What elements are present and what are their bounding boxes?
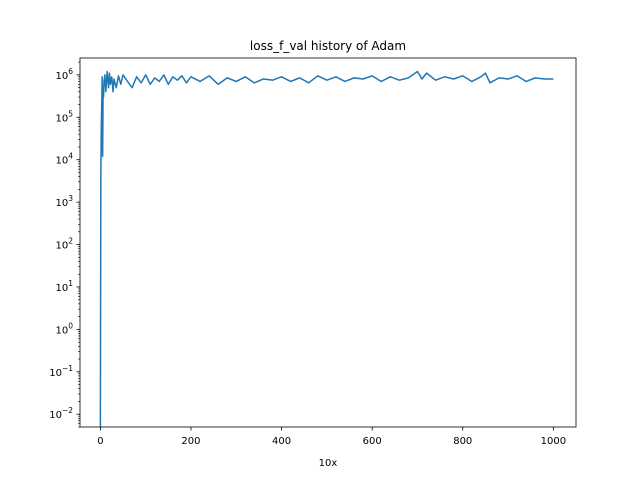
x-tick-label-4: 800 xyxy=(453,436,472,447)
series-line-0 xyxy=(99,70,554,428)
y-tick-label-4: 102 xyxy=(55,237,73,252)
y-tick-label-8: 106 xyxy=(55,67,73,82)
y-tick-label-3: 101 xyxy=(55,279,73,294)
y-tick-label-7: 105 xyxy=(55,109,73,124)
x-tick-label-0: 0 xyxy=(97,436,103,447)
y-tick-label-6: 104 xyxy=(55,152,73,167)
x-tick-label-3: 600 xyxy=(363,436,382,447)
chart-title: loss_f_val history of Adam xyxy=(250,39,406,53)
y-tick-label-2: 100 xyxy=(55,321,73,336)
axes-frame xyxy=(79,57,577,428)
x-tick-label-5: 1000 xyxy=(541,436,566,447)
x-tick-label-2: 400 xyxy=(272,436,291,447)
y-tick-label-5: 103 xyxy=(55,194,73,209)
plot-area xyxy=(99,70,554,428)
x-axis: 0 200 400 600 800 1000 xyxy=(97,427,566,447)
y-tick-label-0: 10−2 xyxy=(49,406,73,421)
x-axis-label: 10x xyxy=(319,458,338,469)
x-tick-label-1: 200 xyxy=(181,436,200,447)
y-tick-label-1: 10−1 xyxy=(49,364,73,379)
y-axis: 10−2 10−1 100 101 102 103 104 105 106 xyxy=(49,61,80,428)
